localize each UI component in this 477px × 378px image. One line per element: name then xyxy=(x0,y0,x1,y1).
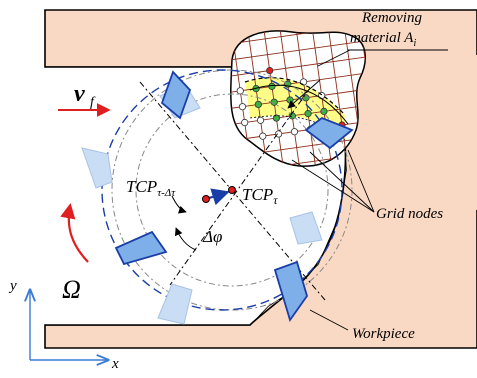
tcp-current-label: TCPτ xyxy=(242,185,278,207)
feed-velocity-label: v xyxy=(74,81,85,107)
removal-region xyxy=(230,30,366,167)
removing-material-label-line1: Removing xyxy=(361,10,422,26)
grid-nodes-label: Grid nodes xyxy=(376,206,443,222)
grid-node-empty xyxy=(241,118,249,127)
grid-node-removed xyxy=(268,82,276,90)
grid-nodes-leaders xyxy=(291,149,375,213)
workpiece-label: Workpiece xyxy=(352,326,415,342)
removal-arrow xyxy=(287,79,321,109)
right-pocket xyxy=(358,55,477,210)
removal-material-area xyxy=(245,77,345,140)
grid-node-boundary xyxy=(266,66,274,75)
feed-velocity-subscript: f xyxy=(90,95,96,110)
x-axis-label: x xyxy=(111,356,119,372)
tcp-prev-label: TCPτ-Δτ xyxy=(126,177,176,199)
delta-phi-label: Δφ xyxy=(202,227,222,246)
feed-velocity: v f xyxy=(58,81,111,117)
grid-node-removed xyxy=(320,107,328,115)
grid-node-empty xyxy=(256,116,265,124)
grid-node-removed xyxy=(304,110,312,118)
y-axis-label: y xyxy=(8,278,17,294)
grid-node-removed xyxy=(254,100,262,109)
grid-node-empty xyxy=(238,103,247,111)
grid-node-empty xyxy=(290,128,299,136)
grid-node-empty xyxy=(259,132,267,140)
grid-node-empty xyxy=(236,87,244,95)
grid-node-removed xyxy=(272,114,280,122)
omega-label: Ω xyxy=(62,275,81,304)
rotation: Ω xyxy=(60,202,89,304)
cutting-inserts xyxy=(114,70,354,323)
removing-material-label-line2: material Ai xyxy=(350,30,416,49)
grid-node-removed xyxy=(286,96,294,104)
axes: y x xyxy=(8,278,119,372)
tcp-markers xyxy=(171,186,236,251)
grid-node-empty xyxy=(275,130,283,138)
